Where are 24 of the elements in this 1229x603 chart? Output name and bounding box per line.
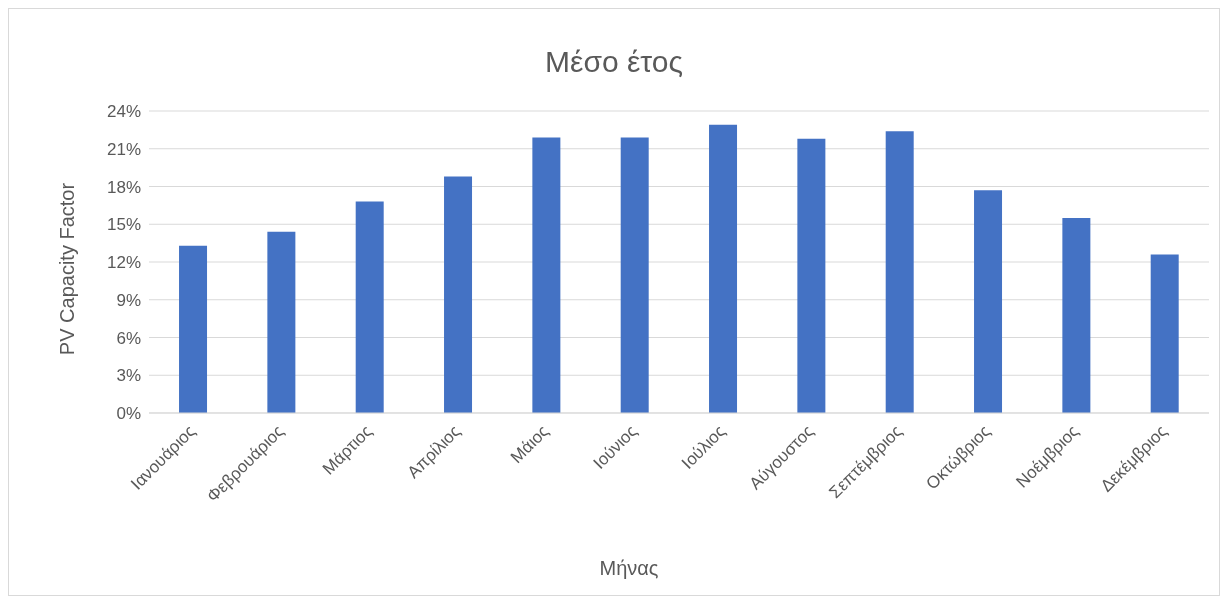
y-tick-label: 9% bbox=[116, 290, 141, 310]
bar bbox=[267, 231, 296, 413]
y-tick-label: 24% bbox=[106, 102, 141, 122]
y-tick-label: 18% bbox=[106, 177, 141, 197]
bar bbox=[1150, 254, 1179, 413]
y-axis-title: PV Capacity Factor bbox=[55, 182, 79, 356]
y-tick-label: 3% bbox=[116, 366, 141, 386]
y-tick-label: 12% bbox=[106, 253, 141, 273]
bar bbox=[179, 245, 208, 413]
bar bbox=[620, 137, 649, 413]
bar bbox=[974, 190, 1003, 413]
y-tick-label: 0% bbox=[116, 404, 141, 424]
y-tick-label: 15% bbox=[106, 215, 141, 235]
x-axis-title: Μήνας bbox=[598, 557, 660, 580]
bar bbox=[444, 176, 473, 413]
chart-title: Μέσο έτος bbox=[544, 45, 684, 79]
y-tick-label: 6% bbox=[116, 328, 141, 348]
bar bbox=[709, 124, 738, 413]
bar bbox=[885, 131, 914, 413]
bar bbox=[1062, 217, 1091, 413]
bar bbox=[532, 137, 561, 413]
bar bbox=[797, 138, 826, 413]
y-tick-label: 21% bbox=[106, 139, 141, 159]
bar bbox=[355, 201, 384, 413]
